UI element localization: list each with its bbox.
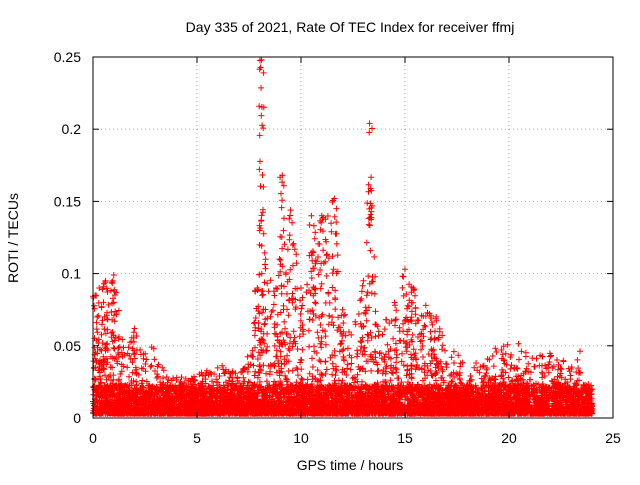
chart-title: Day 335 of 2021, Rate Of TEC Index for r… (186, 19, 515, 35)
data-points (90, 56, 596, 417)
y-tick-label: 0.25 (54, 49, 81, 65)
x-axis-label: GPS time / hours (297, 457, 404, 473)
axis-ticks: 0 5 10 15 20 25 0 0.05 0.1 0.15 0.2 0.25 (54, 49, 621, 446)
plot-frame (92, 56, 614, 419)
y-tick-label: 0.15 (54, 193, 81, 209)
y-tick-label: 0.1 (62, 266, 82, 282)
x-tick-label: 20 (501, 430, 517, 446)
y-tick-label: 0 (73, 410, 81, 426)
x-tick-label: 15 (397, 430, 413, 446)
y-tick-label: 0.2 (62, 121, 82, 137)
x-tick-label: 5 (193, 430, 201, 446)
y-axis-label: ROTI / TECUs (5, 193, 21, 283)
roti-point-markers (90, 56, 596, 417)
x-tick-label: 10 (293, 430, 309, 446)
grid (93, 57, 613, 418)
y-tick-label: 0.05 (54, 338, 81, 354)
x-tick-label: 0 (89, 430, 97, 446)
x-tick-label: 25 (605, 430, 621, 446)
